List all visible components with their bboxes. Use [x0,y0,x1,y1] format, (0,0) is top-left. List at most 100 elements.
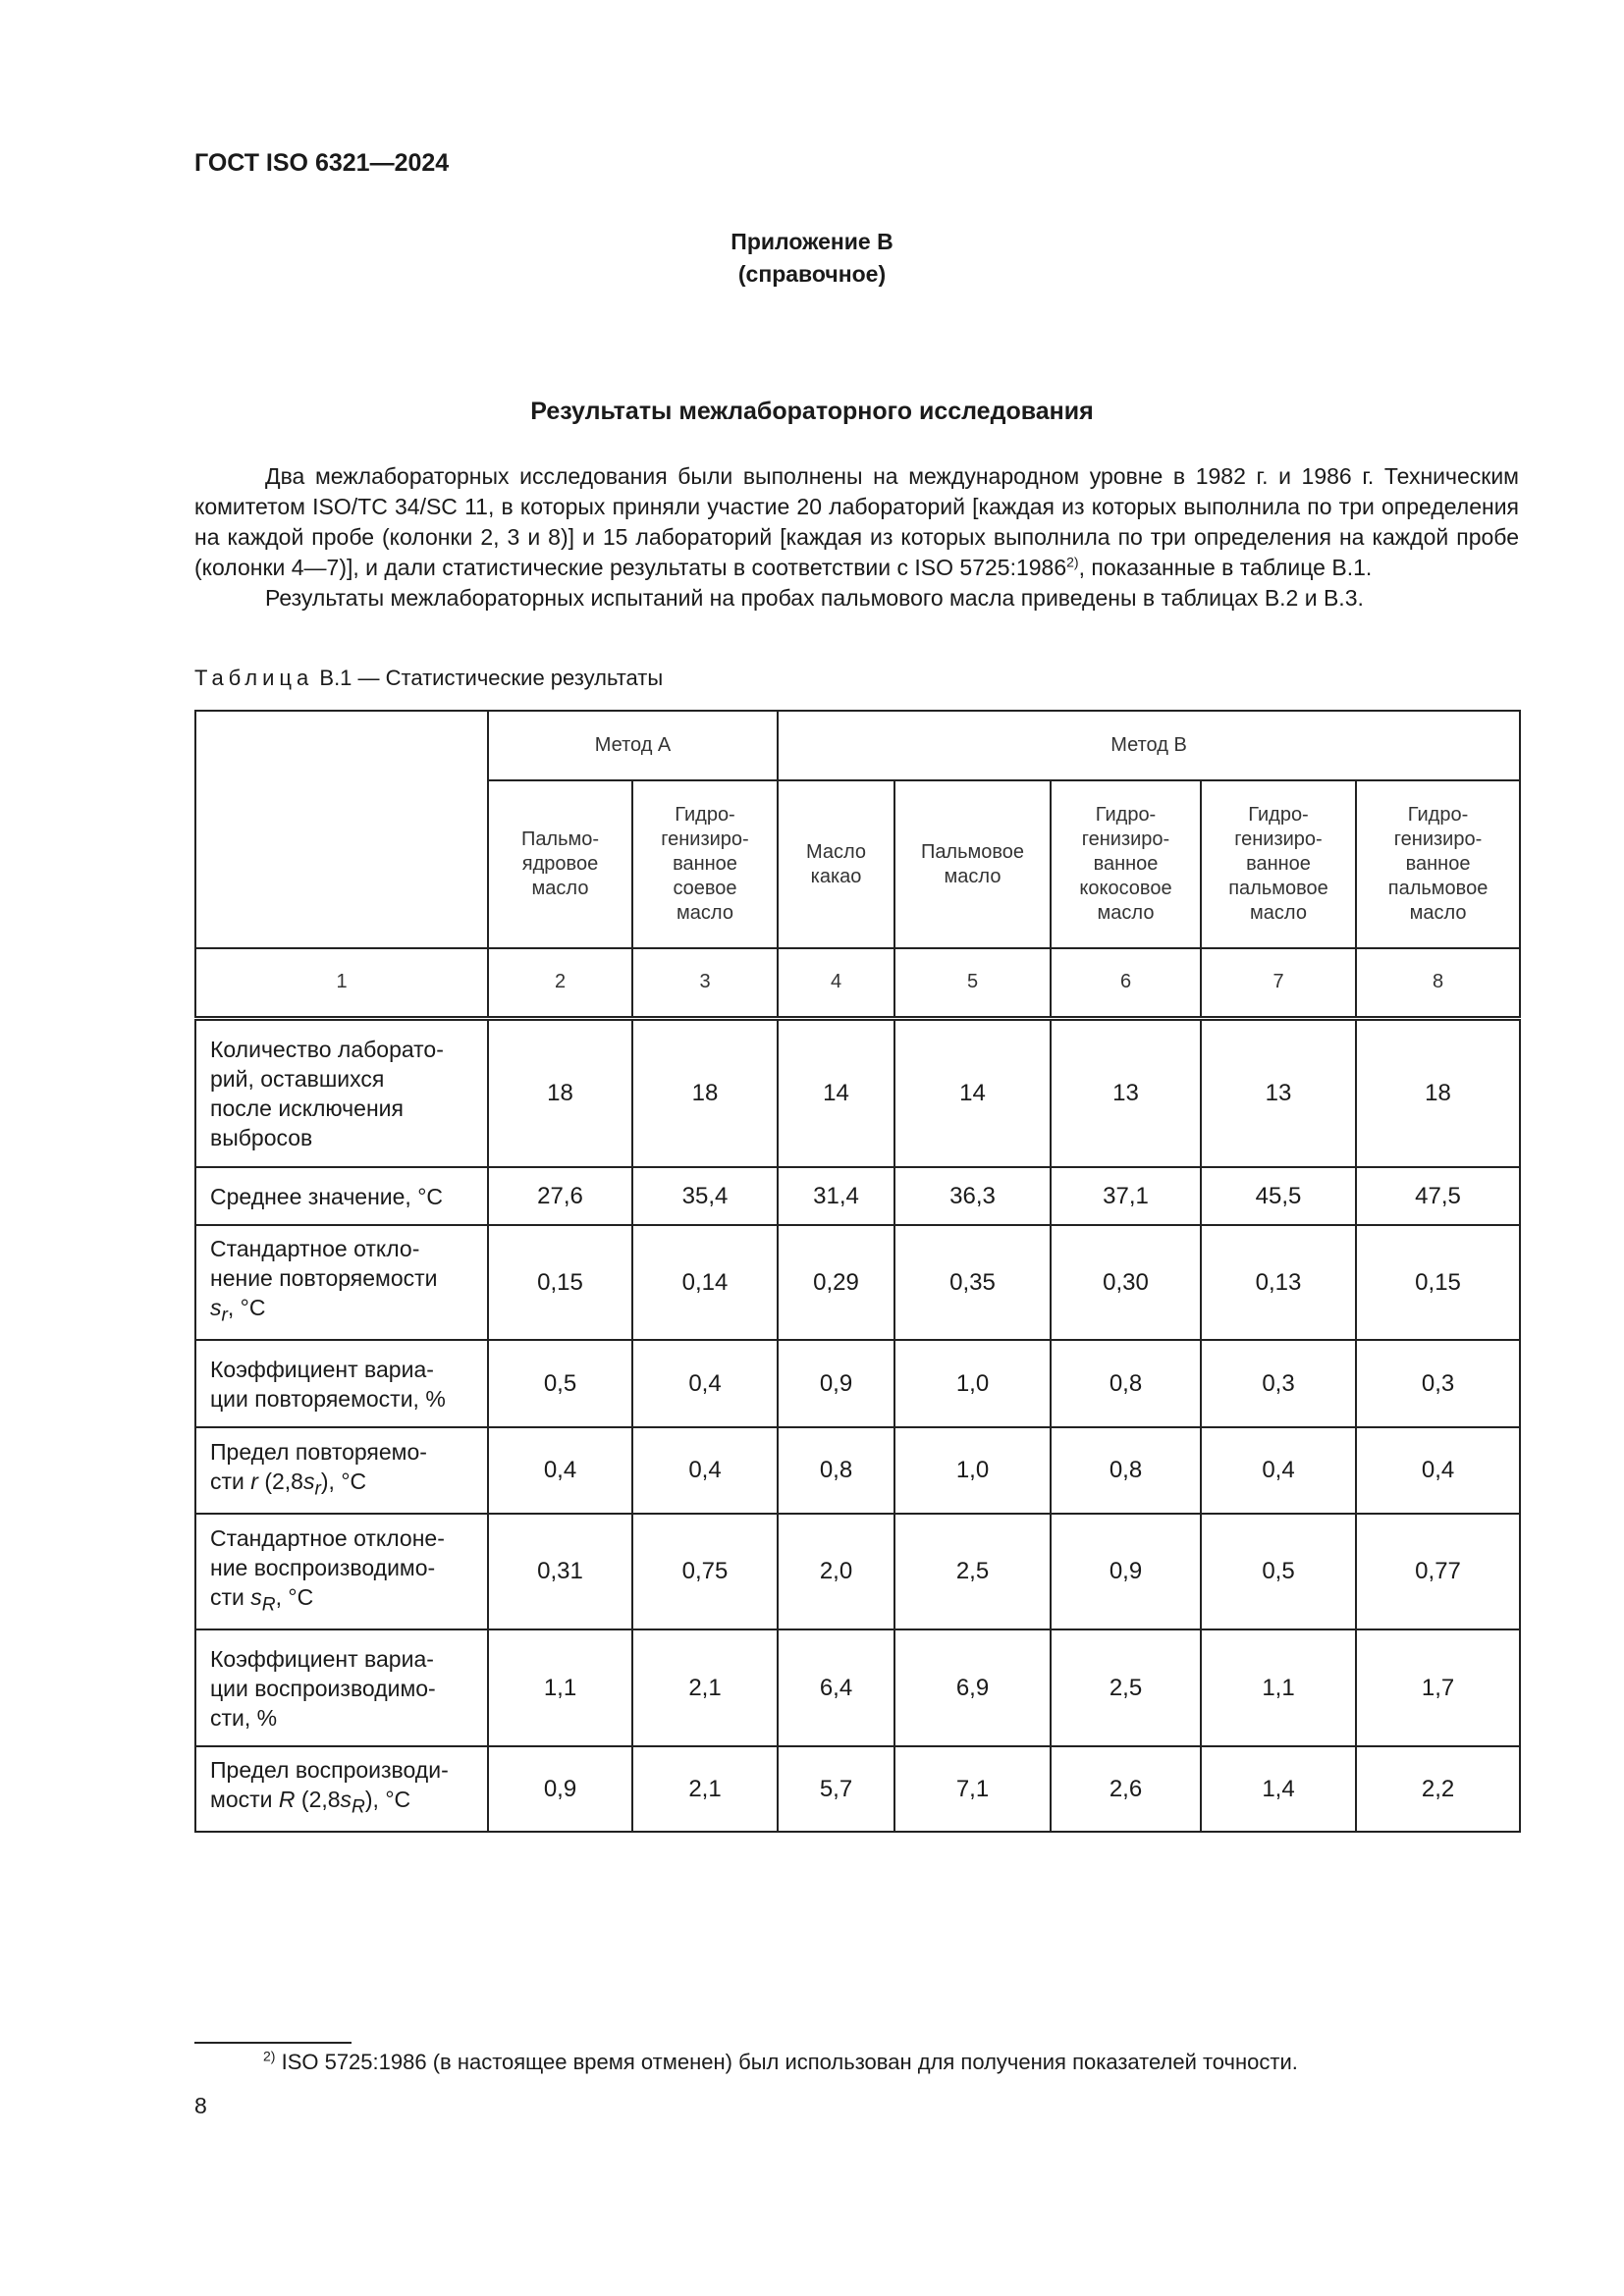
table-cell: 0,8 [1050,1339,1202,1428]
table-cell: 0,9 [777,1339,895,1428]
table-row: Стандартное отклоне-ние воспроизводимо-с… [194,1513,1522,1630]
table-cell: 47,5 [1354,1166,1522,1226]
table-cell: 0,35 [893,1224,1052,1341]
table-cell: 1,0 [893,1426,1052,1515]
column-header: Пальмо-ядровое масло [487,779,633,949]
row-label: Коэффициент вариа-ции повторяемости, % [194,1339,489,1428]
method-a-header: Метод А [487,710,779,781]
table-cell: 0,5 [1200,1513,1357,1630]
paragraph-1: Два межлабораторных исследования были вы… [194,461,1519,583]
column-header: Гидро-генизиро-ванное кокосовое масло [1050,779,1202,949]
row-label: Предел воспроизводи-мости R (2,8sR), °С [194,1745,489,1833]
table-cell: 14 [777,1017,895,1168]
table-cell: 2,6 [1050,1745,1202,1833]
caption-prefix: Таблица [194,666,314,690]
column-header: Масло какао [777,779,895,949]
footnote-text: ISO 5725:1986 (в настоящее время отменен… [281,2050,1298,2074]
annex-heading: Приложение В (справочное) [0,226,1624,291]
table-cell: 0,14 [631,1224,779,1341]
paragraph-1-end: , показанные в таблице В.1. [1078,555,1373,580]
table-cell: 0,8 [1050,1426,1202,1515]
table-row: Коэффициент вариа-ции воспроизводимо-сти… [194,1629,1522,1747]
column-header: Гидро-генизиро-ванное пальмовое масло [1200,779,1357,949]
table-cell: 0,15 [1354,1224,1522,1341]
table-cell: 35,4 [631,1166,779,1226]
footnote-separator [194,2042,352,2044]
footnote: 2) ISO 5725:1986 (в настоящее время отме… [263,2050,1298,2075]
table-cell: 6,4 [777,1629,895,1747]
table-cell: 0,4 [631,1339,779,1428]
table-row: Предел воспроизводи-мости R (2,8sR), °С 0… [194,1745,1522,1833]
table-cell: 6,9 [893,1629,1052,1747]
table-cell: 0,4 [487,1426,633,1515]
table-cell: 0,29 [777,1224,895,1341]
row-label: Коэффициент вариа-ции воспроизводимо-сти… [194,1629,489,1747]
table-cell: 0,3 [1354,1339,1522,1428]
table-cell: 13 [1050,1017,1202,1168]
footnote-mark: 2) [263,2048,276,2064]
table-row: Стандартное откло-нение повторяемости sr,… [194,1224,1522,1341]
annex-type: (справочное) [737,261,887,287]
row-label: Количество лаборато-рий, оставшихся после… [194,1017,489,1168]
column-header: Пальмовое масло [893,779,1052,949]
row-label: Стандартное отклоне-ние воспроизводимо-с… [194,1513,489,1630]
table-cell: 0,4 [1354,1426,1522,1515]
method-b-header: Метод В [776,710,1522,781]
table-cell: 0,30 [1050,1224,1202,1341]
column-number: 8 [1354,947,1522,1021]
table-cell: 2,5 [893,1513,1052,1630]
paragraph-2: Результаты межлабораторных испытаний на … [265,585,1364,611]
results-table: Метод А Метод В Пальмо-ядровое масло Гидро… [194,710,1522,1833]
column-number: 7 [1200,947,1357,1021]
table-cell: 45,5 [1200,1166,1357,1226]
table-cell: 0,9 [1050,1513,1202,1630]
table-cell: 0,13 [1200,1224,1357,1341]
page-number: 8 [194,2093,207,2118]
table-cell: 2,2 [1354,1745,1522,1833]
table-cell: 0,75 [631,1513,779,1630]
table-cell: 27,6 [487,1166,633,1226]
table-cell: 5,7 [777,1745,895,1833]
table-cell: 1,1 [487,1629,633,1747]
table-cell: 0,8 [777,1426,895,1515]
table-cell: 18 [1354,1017,1522,1168]
table-cell: 2,5 [1050,1629,1202,1747]
row-label: Предел повторяемо-сти r (2,8sr), °С [194,1426,489,1515]
column-header: Гидро-генизиро-ванное соевое масло [631,779,779,949]
table-cell: 2,1 [631,1629,779,1747]
table-cell: 1,7 [1354,1629,1522,1747]
paragraph-1-text: Два межлабораторных исследования были вы… [194,463,1519,580]
table-cell: 2,1 [631,1745,779,1833]
table-cell: 31,4 [777,1166,895,1226]
table-row: Среднее значение, °С 27,6 35,4 31,4 36,3 37,1… [194,1166,1522,1226]
column-number: 3 [631,947,779,1021]
row-label: Среднее значение, °С [194,1166,489,1226]
table-caption: Таблица В.1 — Статистические результаты [194,666,663,691]
column-number: 4 [777,947,895,1021]
table-row: Количество лаборато-рий, оставшихся после… [194,1017,1522,1168]
table-cell: 0,77 [1354,1513,1522,1630]
table-cell: 0,4 [1200,1426,1357,1515]
column-number: 5 [893,947,1052,1021]
table-cell: 14 [893,1017,1052,1168]
annex-label: Приложение В [731,229,893,254]
table-cell: 2,0 [777,1513,895,1630]
table-cell: 7,1 [893,1745,1052,1833]
section-title: Результаты межлабораторного исследования [530,398,1094,425]
column-number: 6 [1050,947,1202,1021]
table-cell: 36,3 [893,1166,1052,1226]
caption-text: В.1 — Статистические результаты [319,666,664,690]
table-cell: 0,3 [1200,1339,1357,1428]
table-row: Коэффициент вариа-ции повторяемости, % 0,… [194,1339,1522,1428]
column-number: 2 [487,947,633,1021]
table-cell: 1,1 [1200,1629,1357,1747]
column-number: 1 [194,947,489,1021]
table-cell: 13 [1200,1017,1357,1168]
table-cell: 0,15 [487,1224,633,1341]
table-cell: 18 [487,1017,633,1168]
document-code: ГОСТ ISO 6321—2024 [194,149,450,177]
table-cell: 0,4 [631,1426,779,1515]
table-cell: 1,4 [1200,1745,1357,1833]
body-text: Два межлабораторных исследования были вы… [194,461,1519,614]
table-cell: 18 [631,1017,779,1168]
